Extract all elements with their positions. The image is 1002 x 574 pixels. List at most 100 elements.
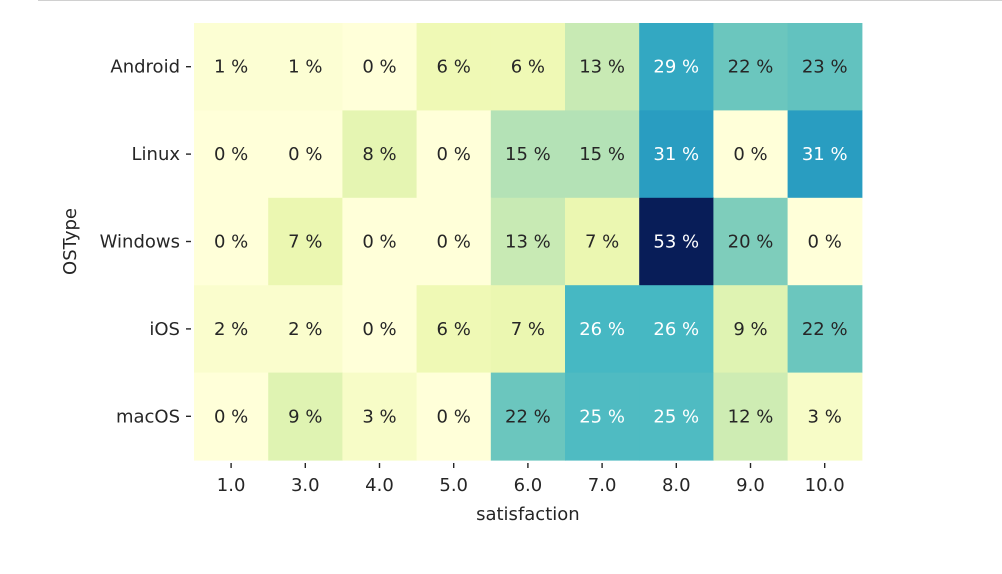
heatmap-cell [194, 110, 269, 199]
heatmap-cell-label: 6 % [437, 319, 471, 340]
heatmap-cell [194, 23, 269, 111]
heatmap-cell-label: 0 % [214, 232, 248, 253]
heatmap-cell-label: 22 % [802, 319, 848, 340]
heatmap-cell-label: 26 % [579, 319, 625, 340]
heatmap-cell [639, 285, 714, 374]
heatmap-cell-label: 3 % [362, 406, 396, 427]
heatmap-cells [194, 23, 863, 461]
y-tick-label: macOS [116, 406, 180, 427]
heatmap-cell-label: 22 % [505, 406, 551, 427]
heatmap-cell-label: 22 % [728, 57, 774, 78]
heatmap-cell [787, 23, 863, 111]
heatmap-cell [490, 197, 566, 286]
heatmap-cell-label: 7 % [288, 232, 322, 253]
heatmap-cell-label: 53 % [653, 232, 699, 253]
heatmap-cell-label: 15 % [505, 144, 551, 165]
x-tick-label: 5.0 [439, 475, 468, 496]
heatmap-cell-label: 6 % [437, 57, 471, 78]
heatmap-cell-label: 25 % [653, 406, 699, 427]
heatmap-cell-label: 13 % [579, 57, 625, 78]
heatmap-cell [194, 197, 269, 286]
heatmap-cell [490, 110, 566, 199]
heatmap-cell-label: 23 % [802, 57, 848, 78]
x-tick-label: 8.0 [662, 475, 691, 496]
heatmap-cell [342, 285, 418, 374]
y-tick-label: Linux [132, 144, 181, 165]
heatmap-cell-label: 1 % [214, 57, 248, 78]
heatmap-cell [194, 372, 269, 461]
heatmap-cell [416, 372, 492, 461]
y-axis-ticks: Android Linux Windows iOS macOS [100, 57, 191, 427]
heatmap-cell [490, 285, 566, 374]
heatmap-cell-label: 13 % [505, 232, 551, 253]
heatmap-cell [639, 197, 714, 286]
heatmap-cell [268, 110, 343, 199]
heatmap-cell-label: 0 % [362, 232, 396, 253]
heatmap-cell [268, 23, 343, 111]
heatmap-cell [416, 110, 492, 199]
heatmap-cell [713, 372, 789, 461]
x-tick-label: 4.0 [365, 475, 394, 496]
y-tick-label: Android [110, 57, 180, 78]
heatmap-cell [565, 285, 640, 374]
heatmap-cell-label: 20 % [728, 232, 774, 253]
heatmap-cell-label: 31 % [653, 144, 699, 165]
x-axis-ticks: 1.0 3.0 4.0 5.0 6.0 7.0 8.0 9.0 10.0 [217, 463, 845, 496]
heatmap-cell-label: 0 % [214, 144, 248, 165]
heatmap-cell [342, 110, 418, 199]
heatmap-cell-label: 31 % [802, 144, 848, 165]
heatmap-cell-labels: 1 % 1 % 0 % 6 % 6 % 13 % 29 % 22 % 23 % 0 % 0 % 8 %… [214, 57, 848, 428]
heatmap-cell-label: 12 % [728, 406, 774, 427]
heatmap-cell-label: 0 % [437, 232, 471, 253]
heatmap-cell [565, 197, 640, 286]
heatmap-cell [565, 110, 640, 199]
heatmap-cell [416, 23, 492, 111]
heatmap-cell-label: 8 % [362, 144, 396, 165]
heatmap-cell [490, 372, 566, 461]
heatmap-cell [342, 23, 418, 111]
heatmap-cell-label: 6 % [511, 57, 545, 78]
heatmap-cell [490, 23, 566, 111]
heatmap-cell [342, 197, 418, 286]
heatmap-cell [639, 23, 714, 111]
heatmap-cell [639, 372, 714, 461]
heatmap-cell [713, 285, 789, 374]
heatmap-cell-label: 9 % [733, 319, 767, 340]
top-divider [38, 0, 1002, 1]
heatmap-cell [565, 23, 640, 111]
heatmap-cell-label: 7 % [585, 232, 619, 253]
heatmap-cell-label: 0 % [437, 144, 471, 165]
heatmap-cell-label: 25 % [579, 406, 625, 427]
x-axis-label: satisfaction [476, 504, 580, 525]
heatmap-cell [416, 285, 492, 374]
heatmap-cell-label: 9 % [288, 406, 322, 427]
heatmap-cell-label: 15 % [579, 144, 625, 165]
heatmap-cell-label: 0 % [362, 57, 396, 78]
heatmap-cell [713, 197, 789, 286]
y-tick-label: iOS [149, 319, 180, 340]
heatmap-cell [268, 285, 343, 374]
y-axis-label: OSType [60, 208, 81, 275]
heatmap-cell [713, 23, 789, 111]
heatmap-cell-label: 0 % [808, 232, 842, 253]
heatmap-cell-label: 29 % [653, 57, 699, 78]
heatmap-cell [416, 197, 492, 286]
heatmap-cell [787, 197, 863, 286]
heatmap-cell-label: 0 % [437, 406, 471, 427]
heatmap-cell-label: 3 % [808, 406, 842, 427]
heatmap-cell [787, 110, 863, 199]
heatmap-cell-label: 7 % [511, 319, 545, 340]
heatmap-cell [787, 372, 863, 461]
x-tick-label: 10.0 [805, 475, 845, 496]
x-tick-label: 9.0 [736, 475, 765, 496]
heatmap-cell-label: 0 % [288, 144, 322, 165]
heatmap-cell-label: 0 % [733, 144, 767, 165]
x-tick-label: 7.0 [588, 475, 617, 496]
heatmap-cell-label: 26 % [653, 319, 699, 340]
y-tick-label: Windows [100, 232, 180, 253]
heatmap-cell [268, 197, 343, 286]
heatmap-cell [787, 285, 863, 374]
heatmap-cell-label: 1 % [288, 57, 322, 78]
heatmap-cell-label: 0 % [214, 406, 248, 427]
